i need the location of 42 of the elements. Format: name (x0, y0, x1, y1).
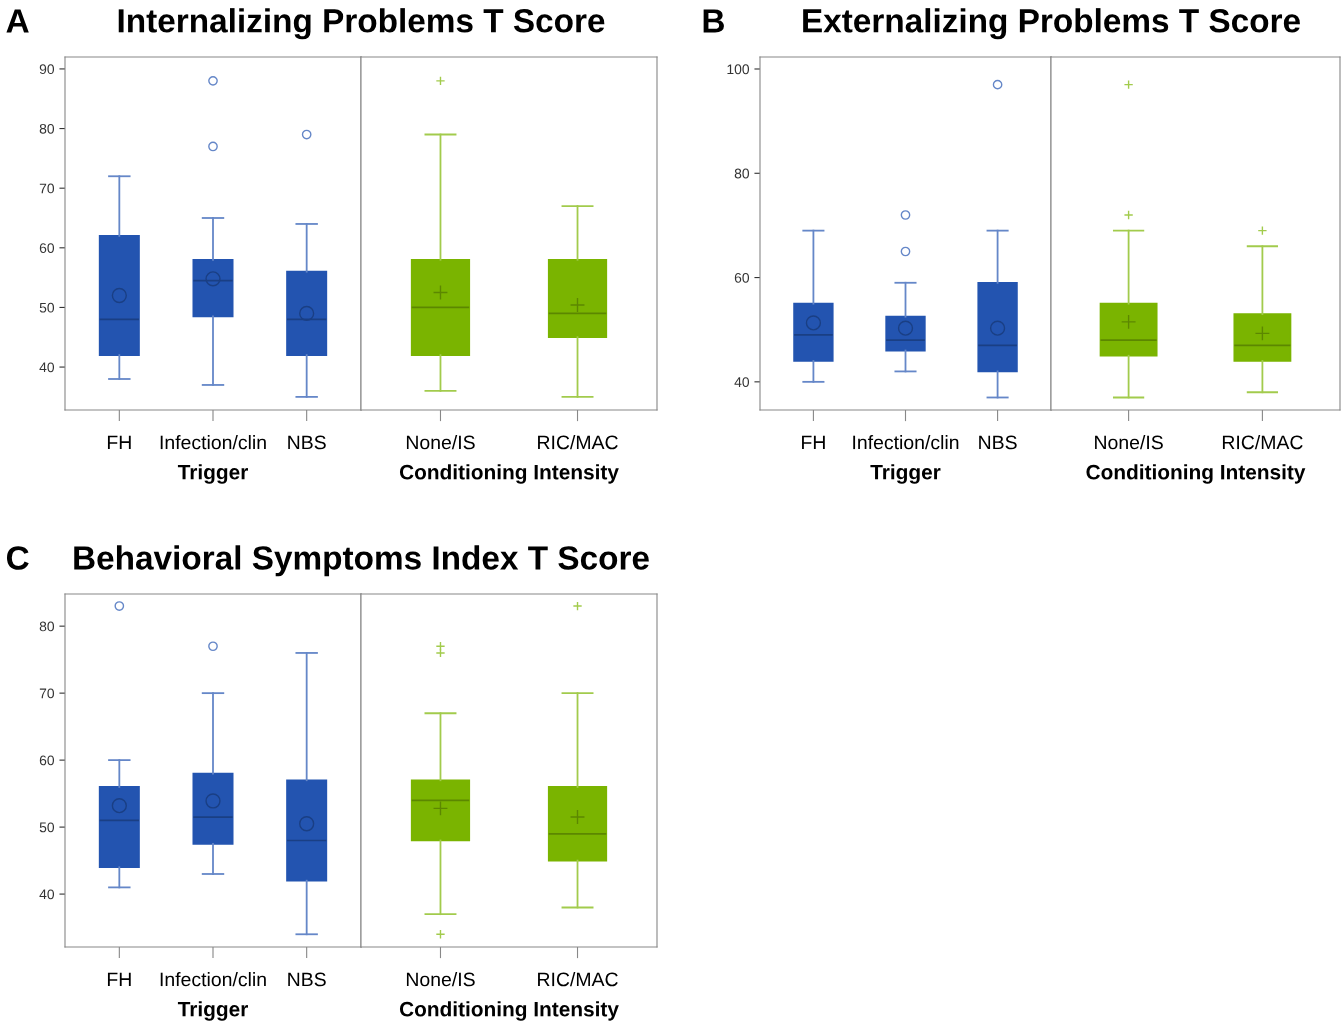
y-tick-label: 60 (734, 272, 750, 283)
x-axis-title: Conditioning Intensity (399, 464, 619, 484)
y-tick-label: 80 (734, 168, 750, 179)
chart-title: Internalizing Problems T Score (118, 8, 605, 40)
x-tick-label: NBS (288, 972, 326, 987)
x-tick-label: None/IS (406, 435, 475, 450)
y-tick-label: 60 (39, 243, 55, 253)
x-tick-label: RIC/MAC (538, 972, 618, 987)
y-tick-label: 70 (39, 688, 55, 699)
chart-title: Behavioral Symptoms Index T Score (74, 545, 649, 577)
x-axis-title: Trigger (870, 464, 941, 484)
y-tick-label: 50 (39, 302, 55, 313)
y-tick-label: 80 (39, 123, 55, 134)
x-axis-title: Trigger (177, 1001, 248, 1021)
x-tick-label: FH (107, 435, 131, 450)
y-tick-label: 60 (39, 755, 55, 766)
x-tick-label: Infection/clin (160, 972, 266, 987)
x-tick-label: FH (107, 972, 131, 987)
x-tick-label: Infection/clin (160, 435, 266, 450)
chart-title: Externalizing Problems T Score (803, 8, 1300, 40)
y-tick-label: 40 (39, 889, 55, 900)
text: B (703, 9, 724, 33)
x-axis-title: Trigger (177, 464, 248, 484)
x-tick-label: None/IS (406, 972, 475, 987)
y-tick-label: 90 (39, 64, 55, 75)
x-tick-label: NBS (288, 435, 326, 450)
x-axis-title: Conditioning Intensity (399, 1001, 619, 1021)
y-tick-label: 40 (734, 377, 750, 388)
x-tick-label: None/IS (1095, 435, 1163, 450)
x-tick-label: FH (802, 435, 825, 450)
y-tick-label: 40 (39, 362, 55, 373)
x-tick-label: RIC/MAC (538, 435, 618, 450)
text: A (6, 9, 29, 33)
y-tick-label: 80 (39, 621, 55, 632)
y-tick-label: 100 (727, 64, 750, 75)
x-tick-label: Infection/clin (853, 435, 959, 450)
x-axis-title: Conditioning Intensity (1086, 464, 1306, 484)
y-tick-label: 50 (39, 822, 55, 833)
x-tick-label: NBS (979, 435, 1017, 450)
x-tick-label: RIC/MAC (1222, 435, 1303, 450)
text: C (6, 546, 29, 570)
y-tick-label: 70 (39, 183, 55, 194)
